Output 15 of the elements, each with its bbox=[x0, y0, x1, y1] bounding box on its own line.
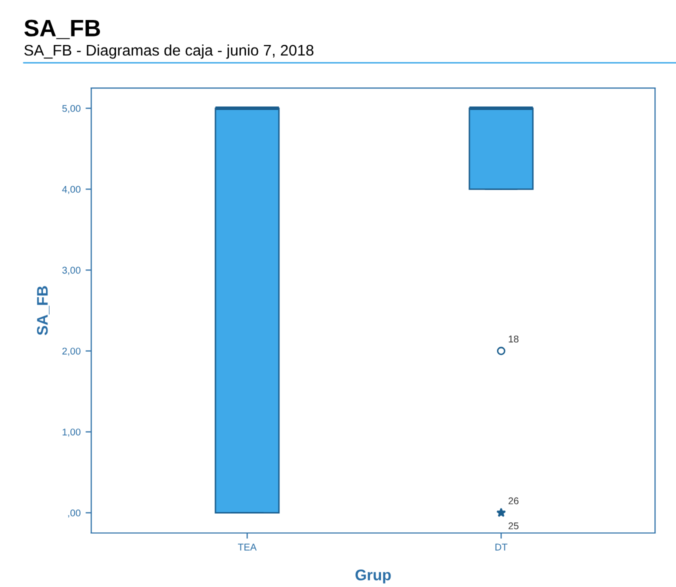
annotation: 25 bbox=[508, 522, 518, 530]
y-tick-label: 5,00 bbox=[62, 105, 80, 114]
chart-subtitle: SA_FB - Diagramas de caja - junio 7, 2018 bbox=[24, 44, 314, 59]
y-tick-label: 3,00 bbox=[62, 266, 80, 275]
y-tick-label: ,00 bbox=[68, 510, 80, 518]
y-tick-label: 1,00 bbox=[62, 428, 80, 437]
y-axis-title: SA_FB bbox=[36, 286, 50, 336]
annotation: 26 bbox=[508, 497, 518, 504]
x-axis-title: Grup bbox=[356, 570, 391, 584]
annotation: 18 bbox=[508, 336, 518, 342]
y-tick-label: 2,00 bbox=[62, 348, 80, 356]
x-tick-label: TEA bbox=[238, 544, 257, 550]
y-tick-label: 4,00 bbox=[62, 186, 80, 194]
chart-title: SA_FB bbox=[24, 20, 100, 40]
x-tick-label: DT bbox=[495, 544, 508, 550]
